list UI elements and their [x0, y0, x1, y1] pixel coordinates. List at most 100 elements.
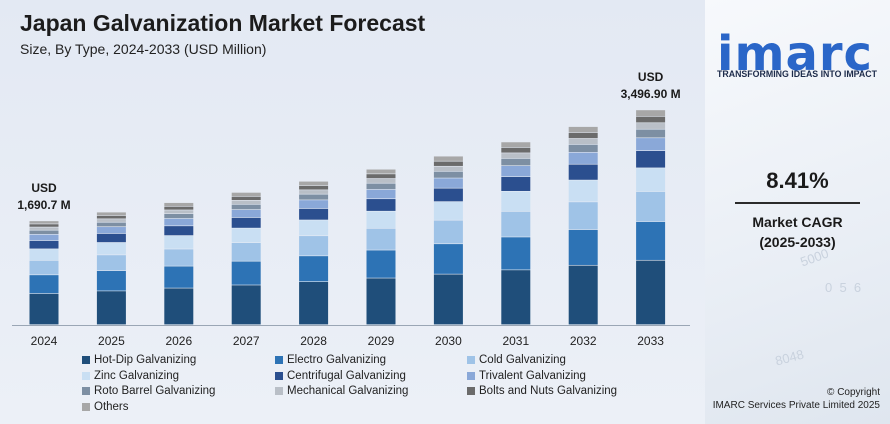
bar-segment-2026-10 [164, 202, 194, 207]
bar-segment-2030-6 [433, 178, 463, 188]
bar-segment-2026-7 [164, 213, 194, 219]
data-label-unit-2024: USD [31, 181, 57, 195]
legend-label: Roto Barrel Galvanizing [94, 385, 216, 397]
bar-segment-2030-9 [433, 161, 463, 166]
bar-segment-2032-10 [568, 126, 598, 133]
bar-segment-2033-6 [636, 138, 666, 151]
bar-segment-2031-10 [501, 142, 531, 148]
bar-segment-2031-3 [501, 211, 531, 237]
bar-segment-2031-9 [501, 147, 531, 153]
x-tick-label-2030: 2030 [435, 334, 462, 348]
x-tick-label-2024: 2024 [31, 334, 58, 348]
bar-segment-2027-1 [231, 285, 261, 325]
bar-segment-2026-6 [164, 218, 194, 226]
bar-segment-2029-9 [366, 174, 396, 179]
cagr-value: 8.41% [766, 168, 829, 193]
data-label-value-2033: 3,496.90 M [621, 87, 681, 101]
legend-item: Mechanical Galvanizing [275, 385, 408, 397]
bar-segment-2029-8 [366, 178, 396, 183]
bar-segment-2024-10 [29, 221, 59, 224]
legend-swatch [275, 387, 283, 395]
bar-segment-2029-5 [366, 199, 396, 211]
bar-segment-2027-3 [231, 242, 261, 261]
bar-segment-2029-3 [366, 228, 396, 250]
bar-segment-2027-8 [231, 200, 261, 204]
legend-label: Zinc Galvanizing [94, 369, 180, 382]
legend-label: Electro Galvanizing [287, 354, 387, 366]
bar-segment-2032-6 [568, 152, 598, 164]
bar-segment-2025-5 [96, 233, 126, 243]
cagr-label: Market CAGR (2025-2033) [705, 212, 890, 252]
chart-subtitle: Size, By Type, 2024-2033 (USD Million) [20, 41, 267, 57]
bar-segment-2025-6 [96, 227, 126, 234]
bar-segment-2032-7 [568, 144, 598, 153]
bar-segment-2024-5 [29, 240, 59, 249]
bar-segment-2030-7 [433, 171, 463, 178]
bar-segment-2027-5 [231, 217, 261, 228]
bar-segment-2029-7 [366, 183, 396, 190]
legend-item: Cold Galvanizing [467, 354, 566, 366]
cagr-label-line1: Market CAGR [752, 214, 843, 230]
bar-segment-2030-8 [433, 166, 463, 172]
legend-item: Trivalent Galvanizing [467, 370, 586, 382]
bar-segment-2032-8 [568, 138, 598, 145]
bar-segment-2025-9 [96, 215, 126, 219]
bar-segment-2028-4 [299, 220, 329, 236]
background-decoration: 8048 [773, 346, 806, 369]
bar-segment-2028-1 [299, 281, 329, 325]
bar-segment-2025-4 [96, 242, 126, 255]
bar-segment-2029-10 [366, 169, 396, 174]
legend-item: Electro Galvanizing [275, 354, 386, 366]
bar-segment-2027-4 [231, 228, 261, 243]
bar-segment-2033-7 [636, 129, 666, 138]
bar-segment-2027-10 [231, 192, 261, 197]
legend-swatch [467, 387, 475, 395]
bar-segment-2032-9 [568, 132, 598, 139]
legend-swatch [82, 402, 90, 411]
bar-segment-2027-7 [231, 204, 261, 210]
bar-segment-2030-3 [433, 220, 463, 244]
background-decoration: 0 5 6 [825, 280, 862, 295]
imarc-logo: imarc [717, 26, 873, 82]
bar-segment-2028-10 [299, 181, 329, 186]
bar-segment-2028-8 [299, 190, 329, 194]
bar-segment-2033-8 [636, 123, 666, 129]
bar-segment-2026-4 [164, 235, 194, 249]
bar-segment-2032-2 [568, 229, 598, 265]
legend-label: Bolts and Nuts Galvanizing [479, 385, 618, 397]
bar-segment-2031-5 [501, 176, 531, 191]
bar-segment-2029-1 [366, 278, 396, 325]
brand-tagline: TRANSFORMING IDEAS INTO IMPACT [717, 69, 877, 79]
bar-segment-2024-9 [29, 224, 59, 227]
bar-segment-2031-4 [501, 191, 531, 212]
bar-segment-2026-3 [164, 249, 194, 266]
x-tick-label-2027: 2027 [233, 334, 260, 348]
chart-area: Japan Galvanization Market Forecast Size… [0, 0, 705, 424]
legend-label: Centrifugal Galvanizing [287, 369, 406, 382]
legend-label: Mechanical Galvanizing [287, 385, 409, 397]
stacked-bar-chart: 2024 2025 2026 2027 2028 2029 2030 2031 2032 2033… [12, 70, 690, 348]
bar-segment-2033-5 [636, 151, 666, 168]
legend-item: Hot-Dip Galvanizing [82, 354, 196, 366]
legend-swatch [82, 387, 90, 395]
bar-segment-2033-2 [636, 221, 666, 260]
copyright-line1: © Copyright [827, 387, 880, 398]
copyright-notice: © Copyright IMARC Services Private Limit… [713, 386, 880, 412]
bar-segment-2024-3 [29, 260, 59, 275]
cagr-divider [735, 202, 860, 204]
bar-segment-2024-8 [29, 227, 59, 230]
cagr-label-line2: (2025-2033) [759, 234, 836, 250]
bar-segment-2024-6 [29, 234, 59, 241]
bar-segment-2027-2 [231, 261, 261, 285]
bar-segment-2029-4 [366, 211, 396, 229]
legend-label: Trivalent Galvanizing [479, 369, 586, 382]
bar-segment-2026-9 [164, 206, 194, 210]
x-tick-label-2031: 2031 [502, 334, 529, 348]
legend-label: Hot-Dip Galvanizing [94, 354, 197, 366]
copyright-line2: IMARC Services Private Limited 2025 [712, 400, 880, 411]
bar-segment-2033-9 [636, 116, 666, 123]
bar-segment-2029-2 [366, 250, 396, 278]
bar-segment-2033-3 [636, 191, 666, 222]
side-panel: 5000 0 5 6 8048 imarc TRANSFORMING IDEAS… [705, 0, 890, 424]
bar-segment-2030-5 [433, 188, 463, 202]
